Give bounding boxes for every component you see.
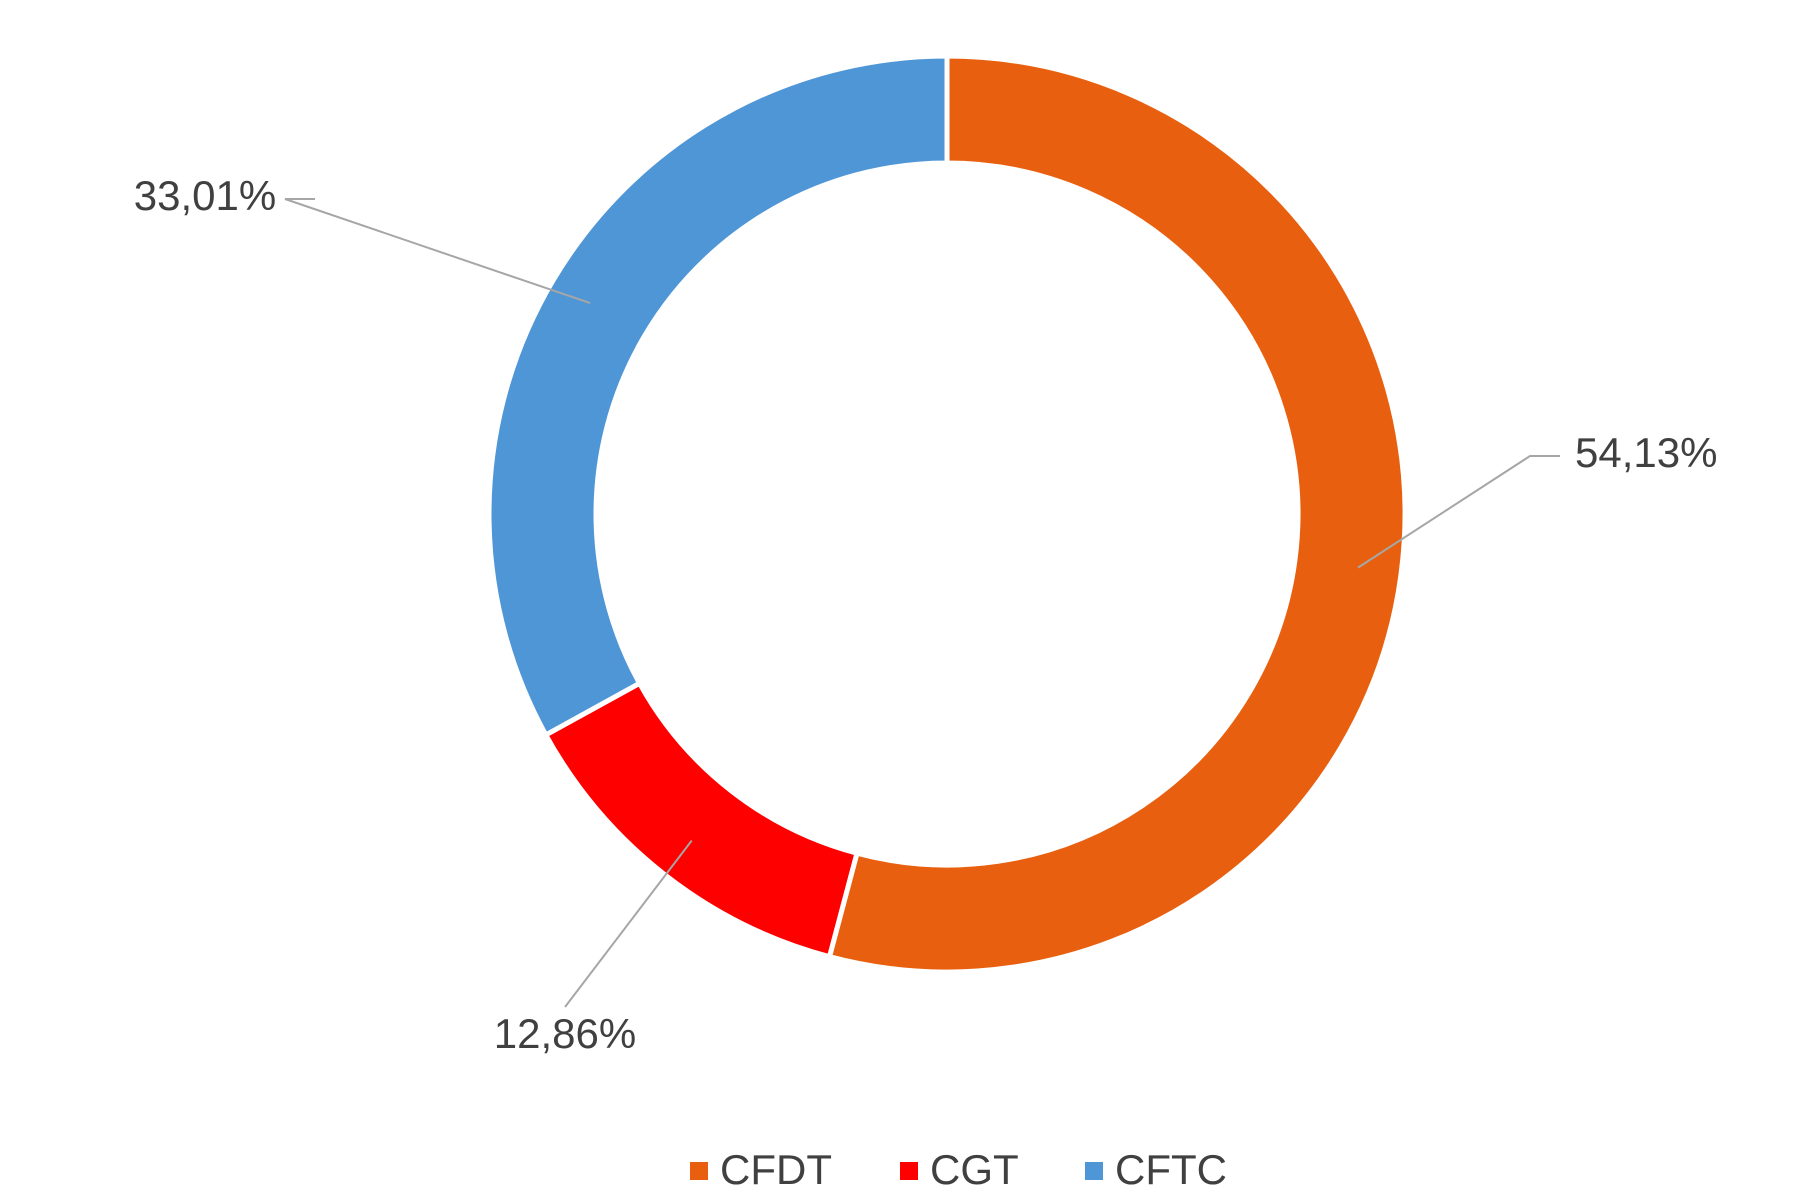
legend-swatch xyxy=(690,1162,708,1180)
legend-label: CGT xyxy=(930,1146,1019,1193)
leader-line xyxy=(1357,455,1560,569)
legend-swatch xyxy=(900,1162,918,1180)
legend-label: CFDT xyxy=(720,1146,832,1193)
donut-segment xyxy=(542,679,860,960)
leader-line xyxy=(564,839,693,1008)
donut-segment xyxy=(486,53,950,739)
data-label: 33,01% xyxy=(134,172,276,219)
data-label: 54,13% xyxy=(1575,429,1717,476)
data-label: 12,86% xyxy=(494,1010,636,1057)
legend-swatch xyxy=(1085,1162,1103,1180)
leader-line xyxy=(284,198,591,305)
donut-segment xyxy=(826,53,1408,975)
legend-label: CFTC xyxy=(1115,1146,1227,1193)
